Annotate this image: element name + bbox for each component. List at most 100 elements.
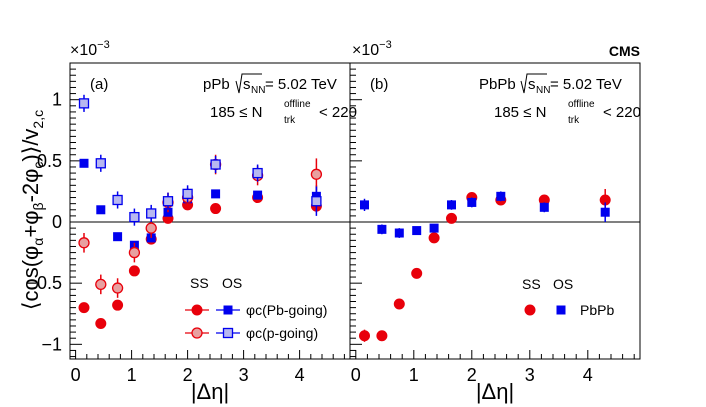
svg-text:NN: NN — [536, 85, 550, 96]
data-point — [129, 211, 140, 223]
data-point — [411, 267, 423, 279]
data-point — [311, 196, 322, 207]
panel-b: 0 1 2 3 4 ×10−3 CMS (b) PbPb s NN = 5.02 TeV… — [349, 39, 641, 404]
data-point — [600, 207, 610, 217]
data-point — [429, 223, 439, 233]
svg-text:s: s — [243, 76, 251, 93]
x-tick-label: 0 — [351, 365, 361, 385]
x-tick-label: 2 — [467, 365, 477, 385]
data-point — [146, 208, 157, 219]
svg-text:pPb: pPb — [203, 76, 230, 93]
data-point — [111, 282, 124, 294]
svg-text:185 ≤ N: 185 ≤ N — [494, 104, 546, 121]
svg-text:185 ≤ N: 185 ≤ N — [210, 104, 262, 121]
panel-b-multiplicity: 185 ≤ N offline trk < 220 — [494, 99, 641, 126]
data-point — [113, 232, 123, 242]
data-point — [310, 168, 323, 180]
data-point — [210, 203, 222, 215]
legend-entry-pbpb: PbPb — [580, 302, 614, 318]
legend-b-os-header: OS — [553, 276, 573, 292]
y-tick-label: 0 — [52, 212, 62, 232]
svg-text:= 5.02 TeV: = 5.02 TeV — [550, 76, 622, 93]
x-tick-label: 1 — [127, 365, 137, 385]
panel-b-energy-annotation: PbPb s NN = 5.02 TeV — [479, 73, 622, 96]
data-point — [95, 278, 107, 291]
panel-a-scale-label: ×10−3 — [70, 39, 110, 59]
data-point — [78, 237, 90, 249]
legend-marker — [524, 304, 536, 316]
data-point — [376, 330, 388, 342]
series-filled-circle — [359, 188, 611, 342]
y-tick-label: 0.5 — [37, 151, 62, 171]
legend-marker — [556, 305, 566, 315]
panel-a-energy-annotation: pPb s NN = 5.02 TeV — [203, 73, 337, 96]
svg-text:offline: offline — [284, 99, 311, 110]
data-point — [112, 299, 124, 311]
data-point — [211, 189, 221, 199]
panel-a-data — [78, 94, 323, 330]
svg-text:NN: NN — [251, 85, 265, 96]
legend-ss-header: SS — [190, 275, 209, 291]
panel-a-multiplicity: 185 ≤ N offline trk < 220 — [210, 99, 357, 126]
panel-a-x-axis-title: |Δη| — [191, 379, 229, 404]
y-tick-label: −0.5 — [26, 273, 62, 293]
svg-text:= 5.02 TeV: = 5.02 TeV — [265, 76, 337, 93]
legend-b-ss-header: SS — [522, 276, 541, 292]
svg-text:< 220: < 220 — [319, 104, 357, 121]
svg-text:PbPb: PbPb — [479, 76, 516, 93]
legend-marker — [222, 327, 234, 339]
data-point — [78, 98, 90, 109]
x-tick-label: 2 — [183, 365, 193, 385]
data-point — [377, 224, 387, 234]
data-point — [96, 205, 106, 215]
x-tick-label: 4 — [583, 365, 593, 385]
data-point — [182, 188, 193, 200]
data-point — [359, 330, 370, 342]
data-point — [79, 158, 89, 168]
y-axis-title: ⟨cos(φα+φβ-2φc)⟩/v2,c — [18, 110, 46, 310]
series-filled-square — [360, 191, 610, 238]
panel-b-x-axis-title: |Δη| — [476, 379, 514, 404]
data-point — [393, 298, 405, 310]
legend-entry-p-going: φc(p-going) — [246, 325, 318, 341]
x-tick-label: 3 — [239, 365, 249, 385]
data-point — [95, 158, 106, 169]
data-point — [394, 228, 404, 238]
y-tick-label: −1 — [41, 334, 62, 354]
x-tick-label: 1 — [409, 365, 419, 385]
panel-a-ticks — [70, 62, 345, 359]
data-point — [539, 202, 549, 212]
data-point — [145, 222, 157, 234]
experiment-label: CMS — [609, 43, 640, 59]
legend-marker — [191, 327, 203, 339]
data-point — [428, 232, 440, 244]
panel-a-tick-labels: 0 1 2 3 4 −1 −0.5 0 0.5 1 — [26, 90, 304, 385]
svg-text:s: s — [528, 76, 536, 93]
data-point — [253, 190, 263, 200]
data-point — [210, 159, 221, 170]
panel-a-label: (a) — [90, 76, 108, 93]
series-open-square — [78, 94, 322, 226]
data-point — [252, 167, 263, 179]
y-tick-label: 1 — [52, 90, 62, 110]
svg-text:trk: trk — [568, 115, 580, 126]
data-point — [412, 226, 422, 236]
panel-b-legend: SS OS PbPb — [522, 276, 614, 318]
x-tick-label: 4 — [295, 365, 305, 385]
data-point — [496, 191, 506, 201]
x-tick-label: 0 — [71, 365, 81, 385]
legend-os-header: OS — [222, 275, 242, 291]
data-point — [446, 212, 457, 224]
data-point — [112, 194, 123, 206]
panel-b-label: (b) — [370, 76, 388, 93]
x-tick-label: 3 — [525, 365, 535, 385]
data-point — [162, 196, 174, 207]
panel-a-legend: SS OS φc(Pb-going) φc(p-going) — [185, 275, 327, 341]
svg-text:trk: trk — [284, 115, 296, 126]
data-point — [128, 265, 140, 277]
legend-entry-pb-going: φc(Pb-going) — [246, 302, 327, 318]
panel-b-scale-label: ×10−3 — [352, 39, 392, 59]
svg-text:< 220: < 220 — [603, 104, 641, 121]
data-point — [95, 318, 107, 330]
